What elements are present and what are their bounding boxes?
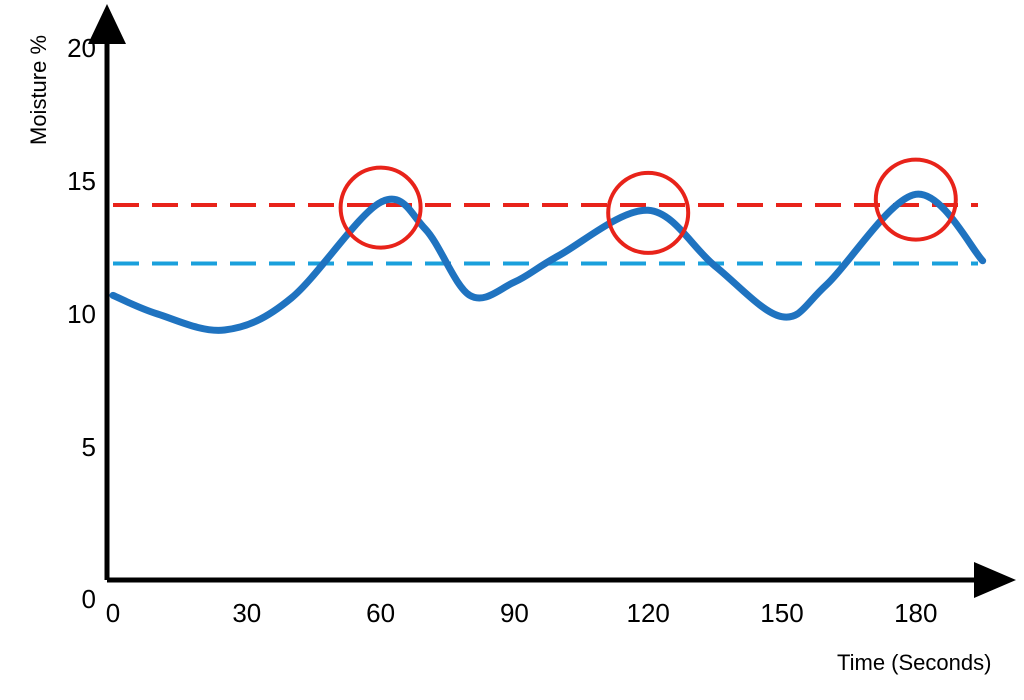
y-tick-label: 0 <box>82 584 96 614</box>
peak-highlight-circle <box>606 170 691 255</box>
x-tick-label: 120 <box>627 598 670 628</box>
y-axis-arrow-icon <box>88 4 126 44</box>
y-tick-label: 5 <box>82 432 96 462</box>
x-axis-arrow-icon <box>974 562 1016 598</box>
x-axis-label: Time (Seconds) <box>837 650 991 675</box>
y-tick-label: 15 <box>67 166 96 196</box>
y-axis-label: Moisture % <box>26 35 51 145</box>
y-tick-label: 20 <box>67 33 96 63</box>
y-tick-label: 10 <box>67 299 96 329</box>
x-tick-label: 150 <box>760 598 803 628</box>
x-tick-label: 60 <box>366 598 395 628</box>
peak-highlight-circle <box>338 165 423 250</box>
x-tick-label: 90 <box>500 598 529 628</box>
peak-highlight-circle <box>873 157 958 242</box>
x-tick-label: 0 <box>106 598 120 628</box>
x-tick-label: 180 <box>894 598 937 628</box>
x-tick-label: 30 <box>232 598 261 628</box>
moisture-series-line <box>109 190 987 334</box>
